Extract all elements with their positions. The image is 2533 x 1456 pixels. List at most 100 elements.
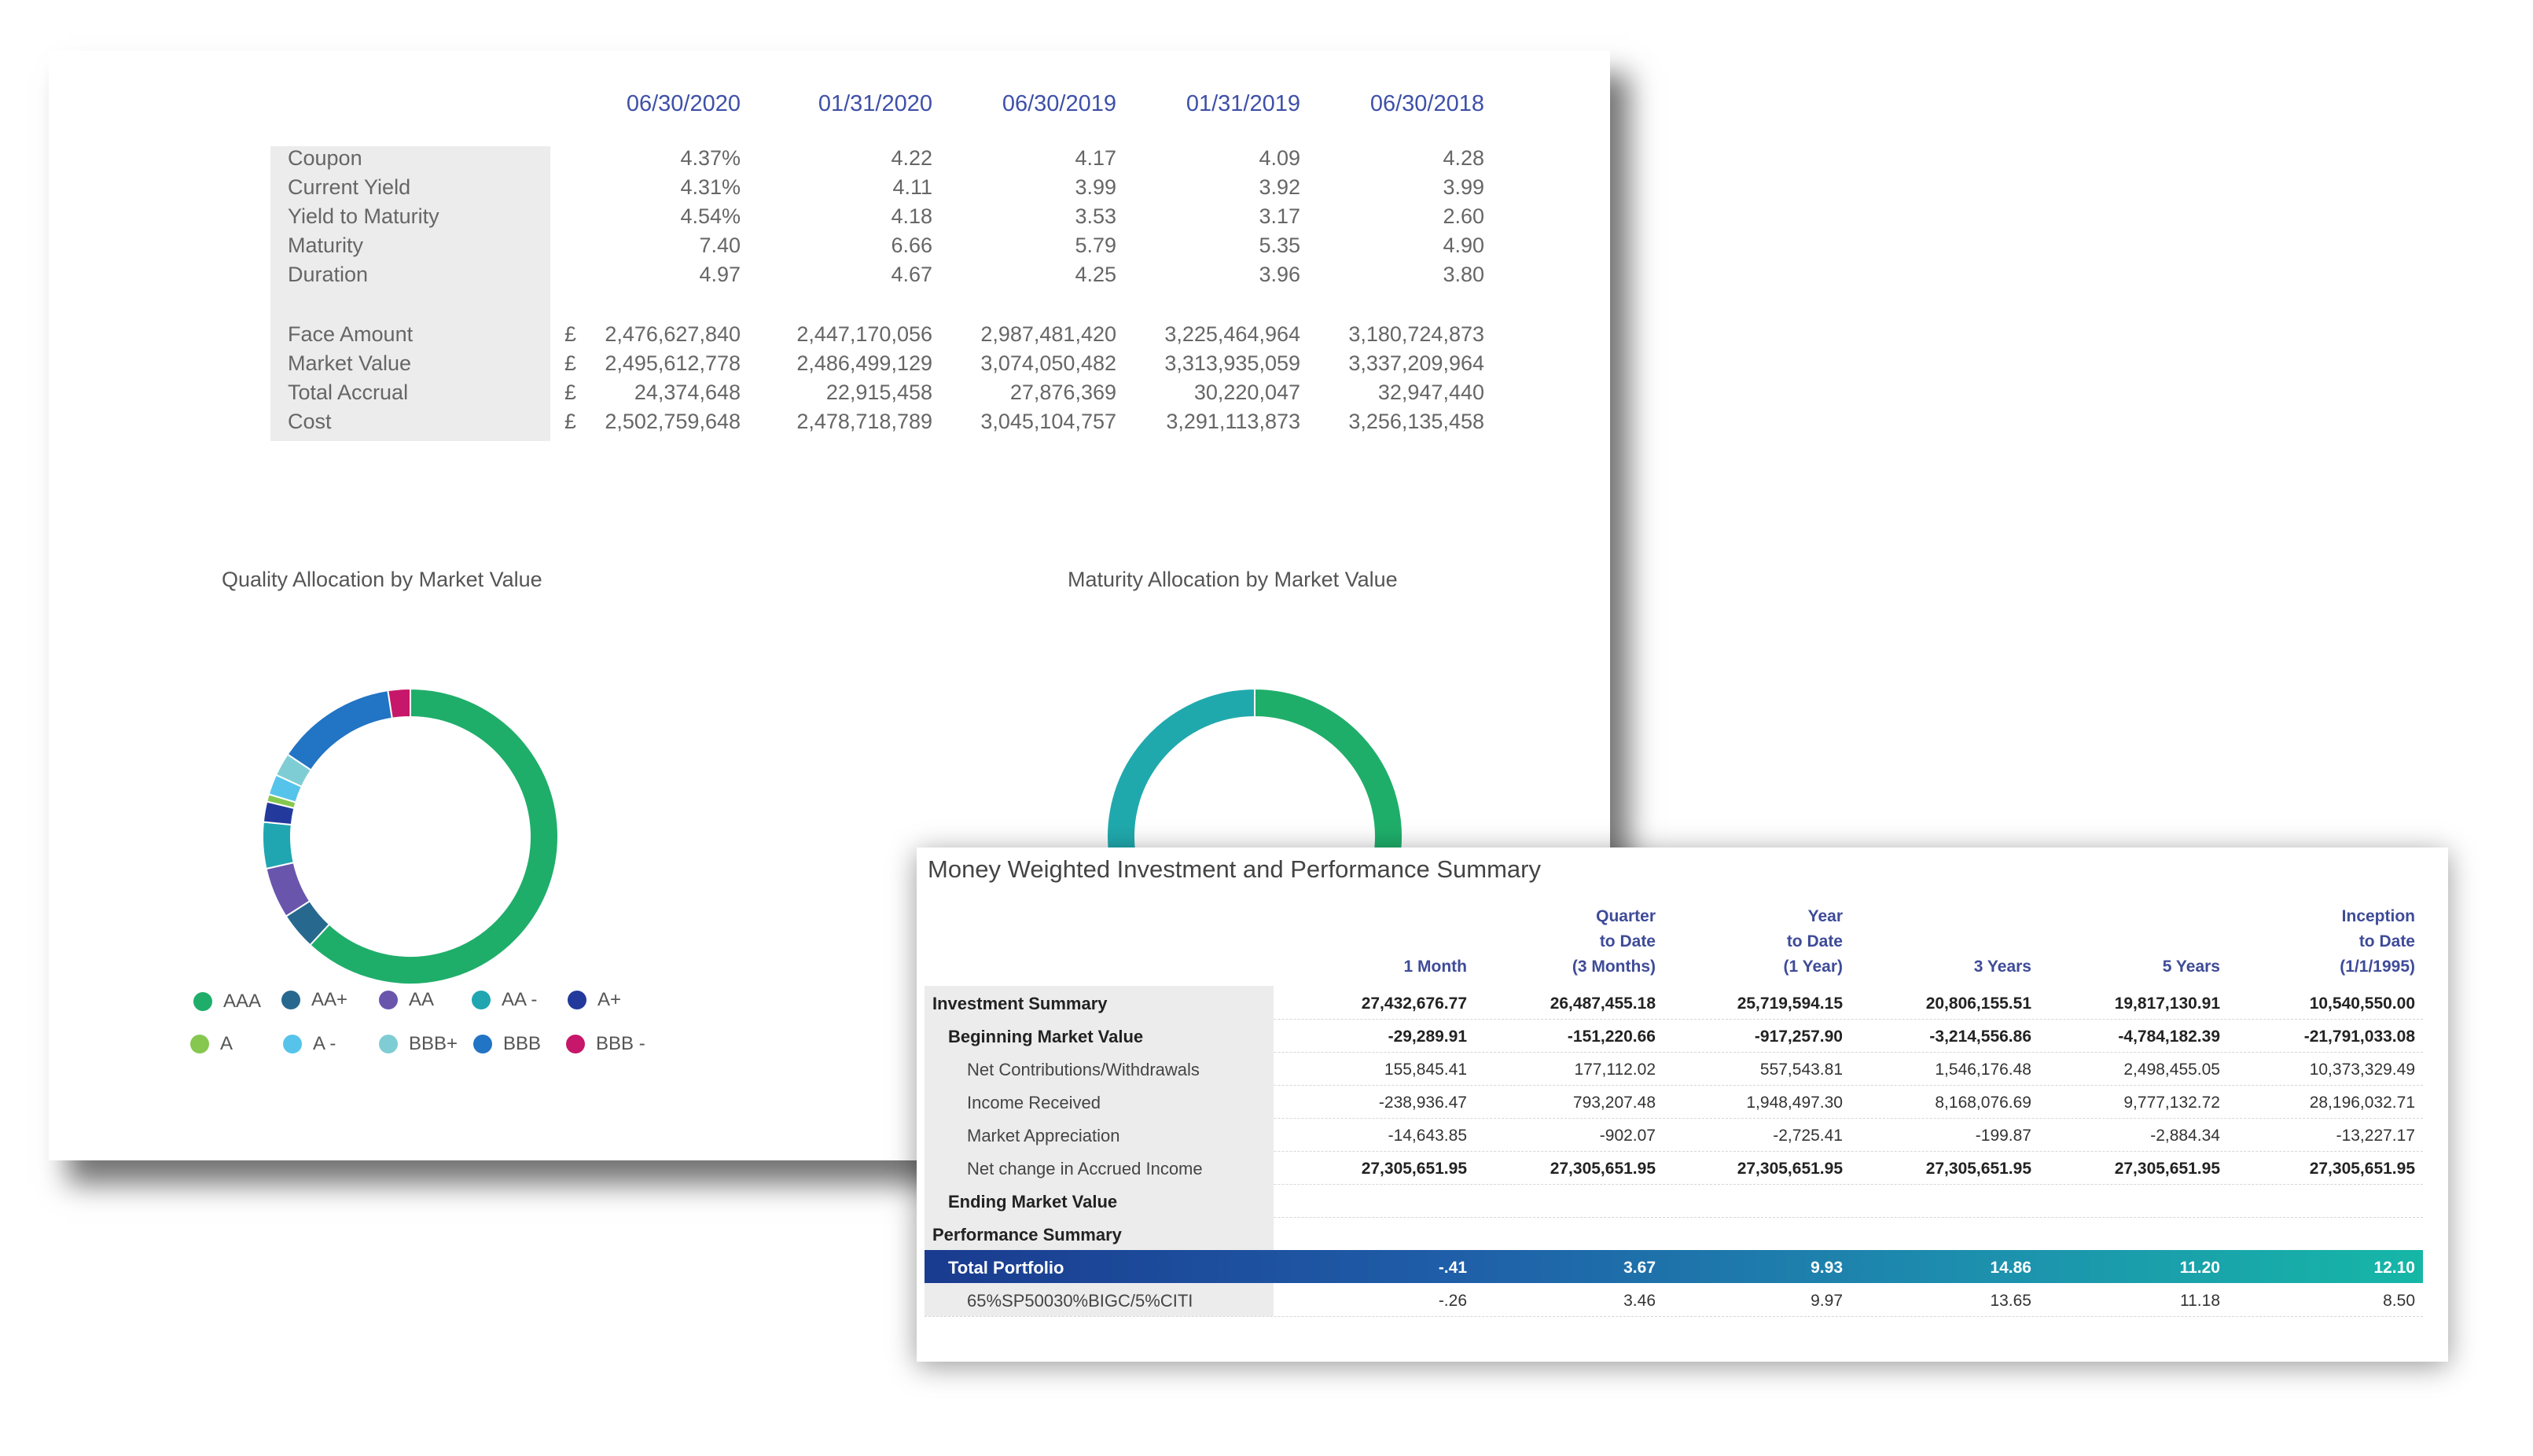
table-cell: 9.93 bbox=[1811, 1259, 1843, 1277]
legend-swatch bbox=[283, 1035, 302, 1053]
column-header-line: (1 Year) bbox=[1783, 958, 1844, 976]
column-header-line: Quarter bbox=[1596, 907, 1656, 925]
table-cell: -.41 bbox=[1438, 1259, 1467, 1277]
table-cell: 177,112.02 bbox=[1574, 1061, 1656, 1079]
row-label: Cost bbox=[288, 410, 332, 433]
table-cell bbox=[2230, 1184, 2415, 1217]
table-row: Ending Market Value bbox=[925, 1184, 2423, 1218]
table-cell: 4.28 bbox=[1443, 146, 1484, 170]
total-portfolio-row: Total Portfolio -.41 3.67 9.93 14.86 11.20 12.… bbox=[925, 1250, 2423, 1283]
table-cell bbox=[1846, 1184, 2031, 1217]
table-cell: 32,947,440 bbox=[1377, 381, 1484, 404]
table-cell: 3.99 bbox=[1075, 175, 1116, 199]
table-cell bbox=[1281, 1184, 1467, 1217]
column-header-line: Inception bbox=[2341, 907, 2415, 925]
table-cell bbox=[1657, 1217, 1843, 1250]
legend-item: AA bbox=[379, 989, 434, 1011]
legend-swatch bbox=[568, 991, 586, 1009]
table-cell: 3,045,104,757 bbox=[980, 410, 1116, 433]
column-header-line bbox=[1846, 929, 2031, 954]
table-cell: 4.54% bbox=[680, 204, 741, 228]
legend-swatch bbox=[190, 1035, 209, 1053]
donut-slice bbox=[387, 687, 411, 719]
row-label-background bbox=[925, 986, 1274, 1019]
row-label-background bbox=[925, 1184, 1274, 1217]
table-cell: -4,784,182.39 bbox=[2118, 1028, 2220, 1046]
table-cell: 4.11 bbox=[892, 175, 932, 199]
row-label: Current Yield bbox=[288, 175, 411, 199]
table-cell: 3,225,464,964 bbox=[1164, 322, 1300, 346]
table-cell: 4.22 bbox=[891, 146, 932, 170]
row-label-background bbox=[270, 146, 550, 441]
row-label-background bbox=[925, 1118, 1274, 1151]
table-cell: -902.07 bbox=[1599, 1127, 1656, 1145]
table-cell: 12.10 bbox=[2373, 1259, 2415, 1277]
table-cell: 557,543.81 bbox=[1759, 1061, 1843, 1079]
donut-slice bbox=[1254, 687, 1403, 866]
table-cell bbox=[1846, 1217, 2031, 1250]
legend-swatch bbox=[379, 991, 398, 1009]
row-label-background bbox=[925, 1052, 1274, 1085]
table-cell bbox=[2035, 1217, 2220, 1250]
column-header-line: to Date bbox=[2358, 932, 2415, 950]
legend-label: AAA bbox=[223, 991, 262, 1012]
table-cell: -151,220.66 bbox=[1567, 1028, 1656, 1046]
table-cell: 11.20 bbox=[2179, 1259, 2220, 1277]
table-cell: -199.87 bbox=[1975, 1127, 2031, 1145]
row-label: Face Amount bbox=[288, 322, 414, 346]
table-cell bbox=[1470, 1184, 1656, 1217]
currency-symbol: £ bbox=[564, 351, 577, 375]
table-row: Net change in Accrued Income 27,305,651.9… bbox=[925, 1151, 2423, 1185]
table-cell: 1,948,497.30 bbox=[1746, 1094, 1843, 1112]
donut-slice bbox=[1106, 687, 1255, 874]
table-cell: 3,256,135,458 bbox=[1348, 410, 1484, 433]
performance-summary-title: Money Weighted Investment and Performanc… bbox=[928, 855, 1541, 883]
table-cell: 27,305,651.95 bbox=[1361, 1160, 1467, 1178]
date-header: 06/30/2019 bbox=[1002, 91, 1116, 116]
column-header: Quarter to Date (3 Months) bbox=[1470, 904, 1656, 980]
table-cell: 793,207.48 bbox=[1572, 1094, 1656, 1112]
row-label: Yield to Maturity bbox=[288, 204, 439, 228]
quality-chart-title: Quality Allocation by Market Value bbox=[222, 568, 542, 591]
row-label: Performance Summary bbox=[932, 1225, 1122, 1245]
table-cell: 3.99 bbox=[1443, 175, 1484, 199]
legend-label: AA bbox=[409, 989, 435, 1010]
table-cell: -3,214,556.86 bbox=[1929, 1028, 2031, 1046]
legend-item: BBB - bbox=[566, 1033, 645, 1055]
currency-symbol: £ bbox=[564, 322, 577, 346]
column-header-line bbox=[1846, 904, 2031, 929]
table-cell: 3.92 bbox=[1259, 175, 1300, 199]
donut-slice bbox=[286, 689, 393, 771]
table-cell: 19,817,130.91 bbox=[2114, 995, 2220, 1013]
table-cell: 27,305,651.95 bbox=[1550, 1160, 1656, 1178]
date-header: 01/31/2020 bbox=[818, 91, 932, 116]
table-cell: 2,478,718,789 bbox=[796, 410, 932, 433]
legend-item: A - bbox=[283, 1033, 336, 1055]
legend-item: AA+ bbox=[281, 989, 347, 1011]
legend-swatch bbox=[193, 992, 212, 1011]
row-label-background bbox=[925, 1019, 1274, 1052]
table-cell: 27,876,369 bbox=[1009, 381, 1116, 404]
legend-item: A bbox=[190, 1033, 233, 1055]
table-cell: 27,432,676.77 bbox=[1361, 995, 1467, 1013]
column-header-line: (1/1/1995) bbox=[2340, 958, 2415, 976]
table-cell: 9,777,132.72 bbox=[2123, 1094, 2220, 1112]
table-cell: 5.79 bbox=[1075, 233, 1116, 257]
legend-label: BBB bbox=[503, 1033, 542, 1054]
legend-label: A - bbox=[313, 1033, 336, 1054]
row-label: Market Value bbox=[288, 351, 412, 375]
row-label: Ending Market Value bbox=[948, 1192, 1118, 1211]
table-cell: 9.97 bbox=[1811, 1292, 1843, 1310]
maturity-chart-title: Maturity Allocation by Market Value bbox=[1068, 568, 1398, 591]
row-label: Maturity bbox=[288, 233, 364, 257]
row-label: Total Accrual bbox=[288, 381, 409, 404]
table-cell: 2,498,455.05 bbox=[2123, 1061, 2220, 1079]
currency-symbol: £ bbox=[564, 410, 577, 433]
column-header: 3 Years bbox=[1846, 904, 2031, 980]
column-header: 1 Month bbox=[1281, 904, 1467, 980]
table-cell: 27,305,651.95 bbox=[2309, 1160, 2415, 1178]
table-row: Income Received -238,936.47 793,207.48 1,94… bbox=[925, 1085, 2423, 1119]
table-row: Net Contributions/Withdrawals 155,845.41 1… bbox=[925, 1052, 2423, 1086]
table-row: Performance Summary bbox=[925, 1217, 2423, 1251]
row-label-background bbox=[925, 1085, 1274, 1118]
